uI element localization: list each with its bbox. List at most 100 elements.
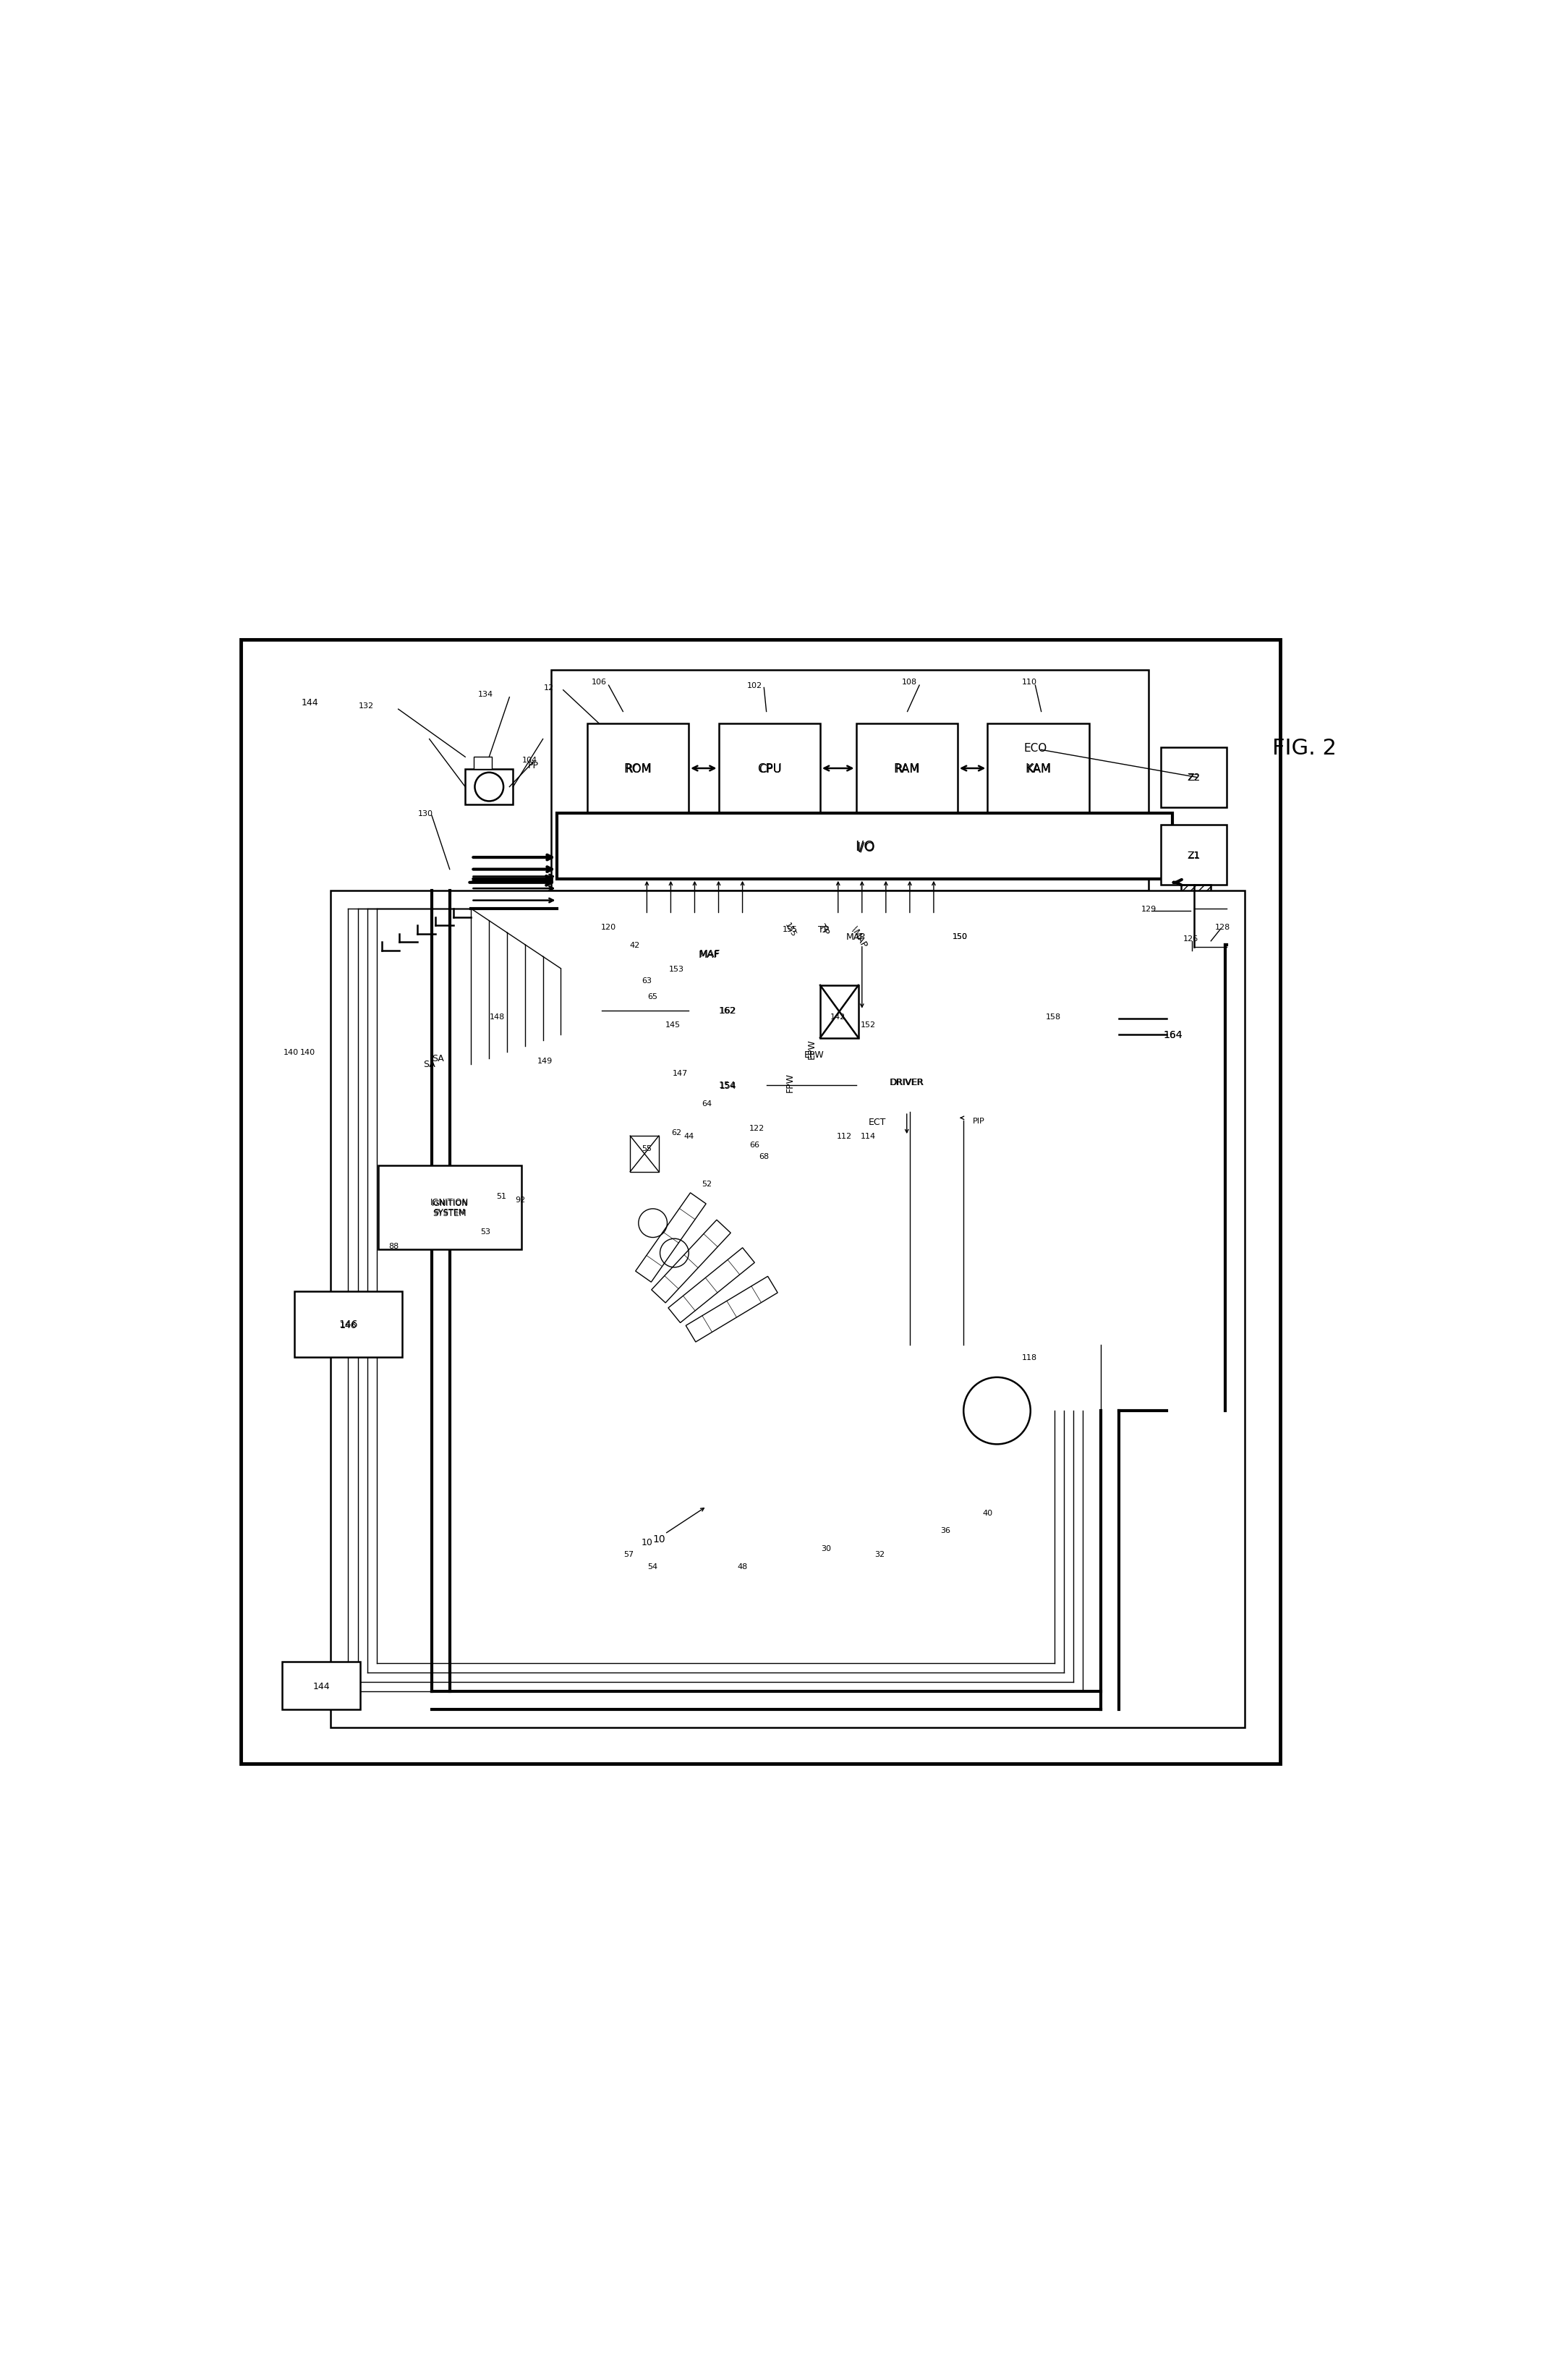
Text: 114: 114: [860, 1133, 876, 1140]
Text: 10: 10: [641, 1537, 652, 1547]
Text: 32: 32: [874, 1552, 885, 1559]
Text: 54: 54: [648, 1564, 658, 1571]
Text: 51: 51: [497, 1192, 506, 1200]
Bar: [588, 724, 689, 814]
Text: 40: 40: [982, 1509, 993, 1516]
Text: Z2: Z2: [1187, 774, 1200, 783]
Text: 110: 110: [1022, 678, 1036, 685]
Bar: [820, 985, 859, 1038]
Text: 148: 148: [490, 1014, 506, 1021]
Text: 153: 153: [669, 966, 685, 973]
Text: CPU: CPU: [759, 764, 782, 776]
Text: 64: 64: [702, 1100, 712, 1107]
Text: KAM: KAM: [1025, 762, 1052, 776]
Text: 104: 104: [523, 757, 538, 764]
Bar: [748, 1183, 987, 1221]
Text: 154: 154: [719, 1081, 736, 1090]
Text: 152: 152: [860, 1021, 876, 1028]
Text: FPW: FPW: [785, 1073, 796, 1092]
Text: 126: 126: [1183, 935, 1198, 942]
Text: EPW: EPW: [806, 1040, 816, 1059]
Text: 108: 108: [902, 678, 917, 685]
Text: 140: 140: [284, 1050, 299, 1057]
Bar: [1181, 885, 1210, 947]
Text: 57: 57: [625, 1552, 634, 1559]
Bar: [473, 757, 492, 769]
Text: 36: 36: [941, 1528, 951, 1535]
Text: 42: 42: [629, 942, 640, 950]
Text: 44: 44: [683, 1133, 694, 1140]
Text: FIG. 2: FIG. 2: [1272, 738, 1337, 759]
Text: 142: 142: [831, 1014, 845, 1021]
Bar: [689, 981, 766, 1040]
Text: ECO: ECO: [1024, 743, 1047, 752]
Text: DRIVER: DRIVER: [890, 1078, 925, 1088]
Text: PIP: PIP: [973, 1116, 985, 1123]
Bar: [719, 724, 820, 814]
Bar: [760, 1285, 976, 1345]
Bar: [658, 928, 760, 981]
Text: Z1: Z1: [1187, 850, 1200, 862]
Text: 164: 164: [1163, 1031, 1183, 1040]
Bar: [557, 947, 808, 973]
Polygon shape: [668, 1247, 754, 1323]
Text: EPW: EPW: [803, 1050, 825, 1059]
Text: 132: 132: [358, 702, 373, 709]
Text: 150: 150: [953, 933, 967, 940]
Text: 52: 52: [702, 1180, 712, 1188]
Bar: [820, 983, 856, 1038]
Text: 147: 147: [672, 1069, 688, 1076]
Bar: [557, 1159, 742, 1185]
Text: 144: 144: [313, 1680, 330, 1690]
Text: 120: 120: [601, 923, 617, 931]
Text: 129: 129: [1141, 904, 1156, 914]
Bar: [1119, 992, 1226, 1076]
Text: PP: PP: [527, 762, 538, 771]
Bar: [330, 890, 1244, 1728]
Bar: [378, 1166, 521, 1250]
Text: \MAP: \MAP: [850, 923, 870, 950]
Text: 146: 146: [339, 1321, 356, 1330]
Bar: [689, 1059, 766, 1111]
Text: SA: SA: [432, 1054, 444, 1064]
Bar: [856, 1052, 958, 1111]
Text: TP: TP: [817, 923, 831, 938]
Text: RAM: RAM: [893, 762, 921, 776]
Bar: [1161, 826, 1226, 885]
Bar: [987, 724, 1089, 814]
Text: IGNITION
SYSTEM: IGNITION SYSTEM: [430, 1197, 469, 1219]
Text: 155: 155: [783, 926, 797, 933]
Text: KAM: KAM: [1027, 764, 1050, 776]
Bar: [1161, 747, 1226, 807]
Polygon shape: [635, 1192, 706, 1283]
Text: 48: 48: [737, 1564, 748, 1571]
Text: 102: 102: [746, 683, 762, 690]
Text: 63: 63: [641, 978, 652, 985]
Text: 118: 118: [1022, 1354, 1036, 1361]
Bar: [241, 640, 1280, 1764]
Text: 112: 112: [836, 1133, 851, 1140]
Text: ECT: ECT: [868, 1116, 887, 1126]
Bar: [601, 1026, 1167, 1054]
Text: 122: 122: [749, 1123, 765, 1130]
Text: I/O: I/O: [856, 840, 874, 854]
Bar: [737, 1178, 999, 1440]
Text: RAM: RAM: [896, 764, 919, 776]
Text: 154: 154: [720, 1081, 737, 1090]
Bar: [552, 671, 1149, 890]
Polygon shape: [651, 1221, 731, 1304]
Text: Z1: Z1: [1189, 850, 1200, 859]
Bar: [282, 1661, 361, 1709]
Text: 140: 140: [301, 1050, 316, 1057]
Bar: [295, 1292, 402, 1357]
Bar: [557, 814, 1172, 878]
Text: 155: 155: [783, 921, 797, 938]
Text: 55: 55: [641, 1145, 652, 1152]
Text: 164: 164: [1163, 1031, 1183, 1040]
Text: SA: SA: [424, 1059, 435, 1069]
Text: Z2: Z2: [1189, 774, 1200, 783]
Bar: [743, 1161, 910, 1188]
Text: 149: 149: [538, 1057, 554, 1064]
Text: 10: 10: [652, 1533, 665, 1545]
Text: CPU: CPU: [757, 762, 782, 776]
